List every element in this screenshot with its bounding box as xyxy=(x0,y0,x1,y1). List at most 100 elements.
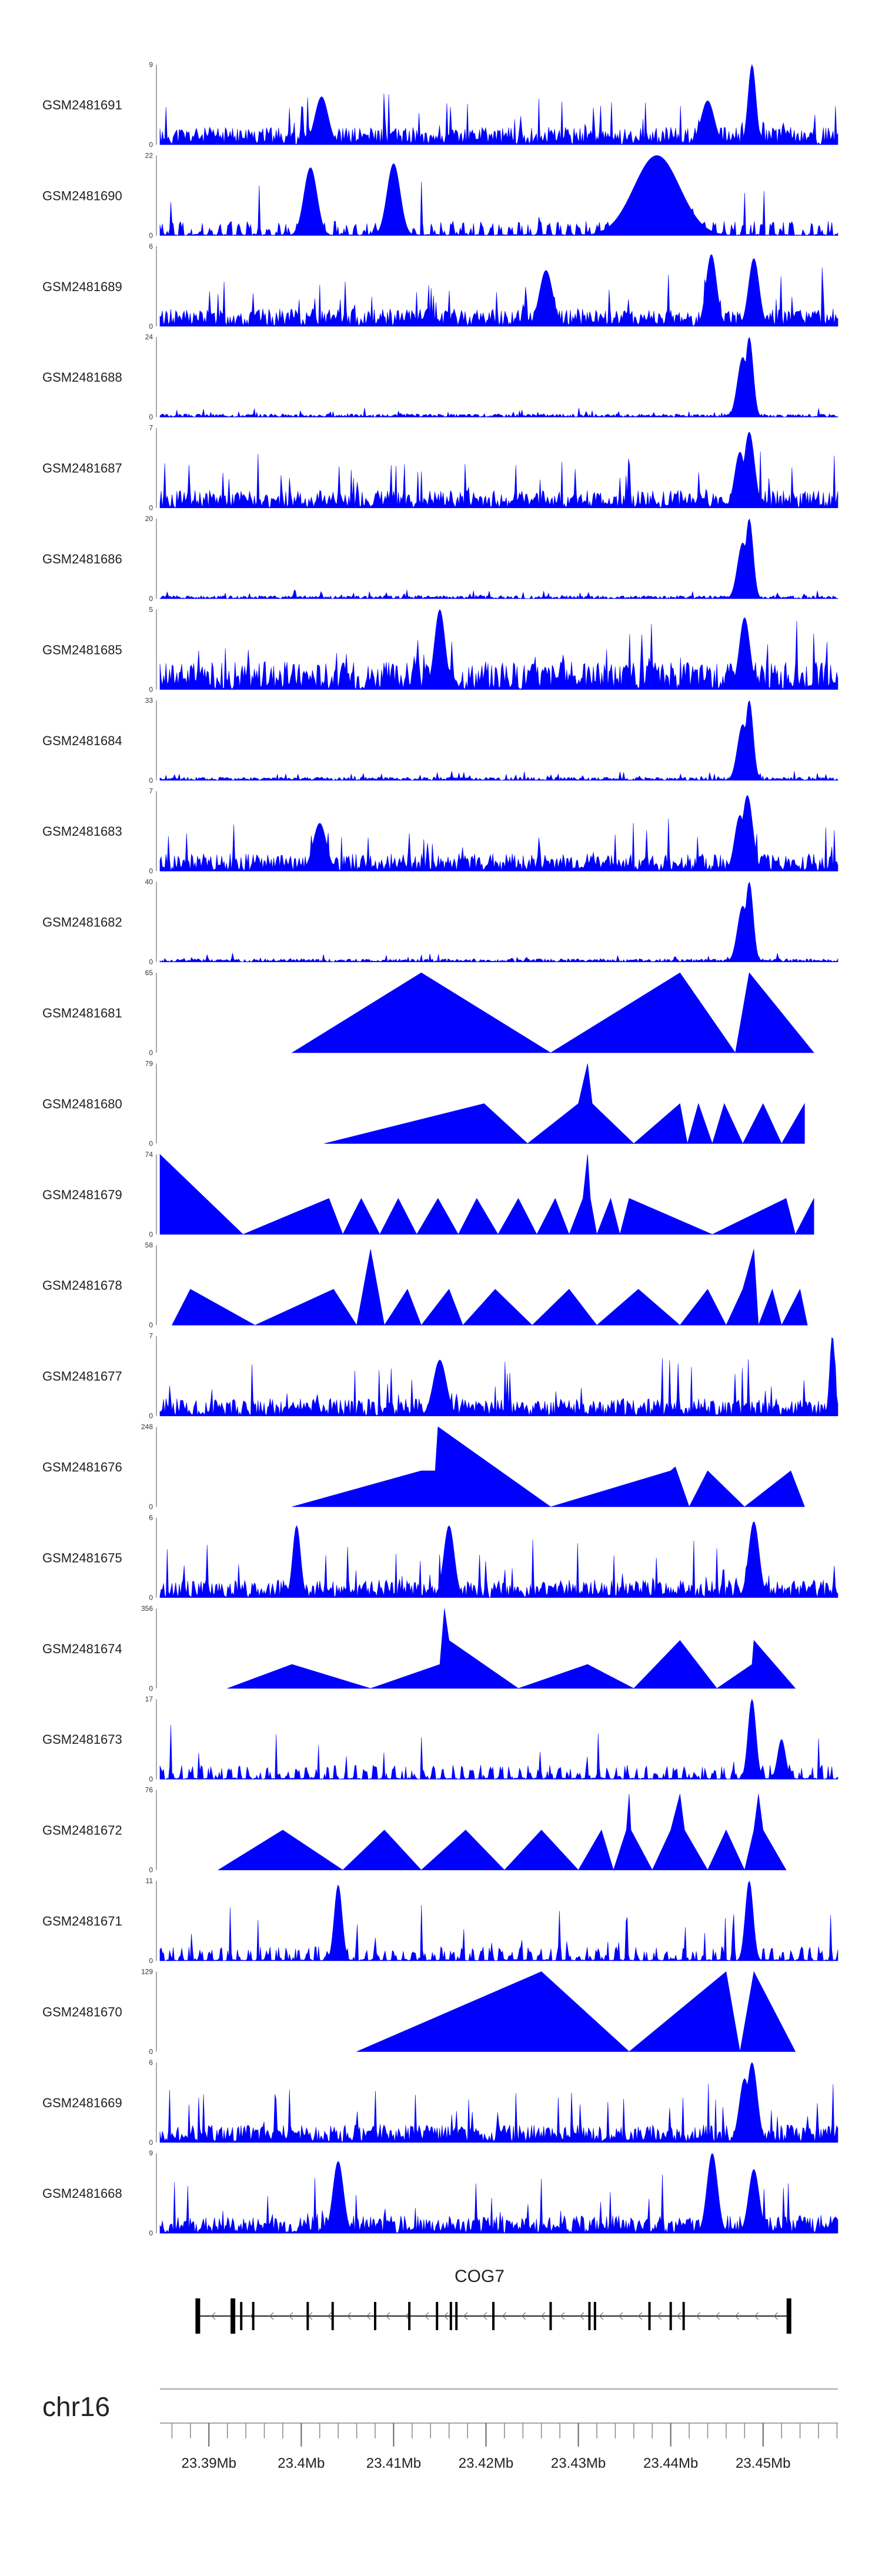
track-label: GSM2481679 xyxy=(42,1187,122,1202)
y-max-label: 11 xyxy=(146,1877,153,1885)
y-max-label: 58 xyxy=(145,1241,153,1249)
x-tick-label: 23.42Mb xyxy=(459,2455,513,2471)
gene-name: COG7 xyxy=(455,2267,505,2286)
y-max-label: 79 xyxy=(145,1059,153,1067)
track-GSM2481673: GSM2481673 17 0 xyxy=(42,1695,838,1783)
strand-arrow xyxy=(637,2312,643,2320)
track-label: GSM2481686 xyxy=(42,552,122,566)
y-min-label: 0 xyxy=(149,2229,153,2237)
y-max-label: 76 xyxy=(145,1786,153,1794)
strand-arrow xyxy=(424,2312,429,2320)
track-GSM2481675: GSM2481675 6 0 xyxy=(42,1513,838,1601)
strand-arrow xyxy=(773,2312,779,2320)
exon xyxy=(436,2302,439,2330)
track-label: GSM2481680 xyxy=(42,1096,122,1111)
y-min-label: 0 xyxy=(149,2047,153,2056)
coverage-area xyxy=(159,795,838,872)
track-GSM2481681: GSM2481681 65 0 xyxy=(42,969,814,1057)
track-label: GSM2481669 xyxy=(42,2095,122,2110)
exon xyxy=(669,2302,672,2330)
exon xyxy=(786,2298,791,2334)
coverage-area xyxy=(159,155,838,236)
x-tick-label: 23.45Mb xyxy=(736,2455,790,2471)
strand-arrow xyxy=(560,2312,565,2320)
coverage-tracks: GSM248169190GSM2481690220GSM248168960GSM… xyxy=(42,61,838,2237)
strand-arrow xyxy=(347,2312,352,2320)
y-min-label: 0 xyxy=(149,685,153,693)
track-GSM2481686: GSM2481686 20 0 xyxy=(42,515,838,603)
exon xyxy=(588,2302,591,2330)
strand-arrow xyxy=(676,2312,681,2320)
strand-arrow xyxy=(328,2312,332,2320)
coverage-area xyxy=(159,64,838,145)
y-min-label: 0 xyxy=(149,1593,153,1601)
track-label: GSM2481676 xyxy=(42,1460,122,1474)
track-GSM2481668: GSM2481668 9 0 xyxy=(42,2149,838,2237)
coverage-area xyxy=(292,1426,805,1507)
y-max-label: 22 xyxy=(145,151,153,159)
track-label: GSM2481675 xyxy=(42,1550,122,1565)
y-max-label: 356 xyxy=(141,1604,153,1613)
track-label: GSM2481684 xyxy=(42,733,122,748)
strand-arrow xyxy=(754,2312,759,2320)
coverage-area xyxy=(159,609,838,690)
exon xyxy=(549,2302,552,2330)
track-GSM2481677: GSM2481677 7 0 xyxy=(42,1332,838,1420)
x-tick-label: 23.39Mb xyxy=(182,2455,236,2471)
y-max-label: 24 xyxy=(145,333,153,341)
track-label: GSM2481672 xyxy=(42,1823,122,1838)
y-min-label: 0 xyxy=(149,1866,153,1874)
track-label: GSM2481685 xyxy=(42,642,122,657)
track-label: GSM2481674 xyxy=(42,1641,122,1656)
coverage-area xyxy=(227,1608,796,1689)
exon xyxy=(240,2302,243,2330)
track-label: GSM2481690 xyxy=(42,188,122,203)
y-max-label: 129 xyxy=(141,1967,153,1976)
strand-arrow xyxy=(289,2312,293,2320)
track-GSM2481689: GSM2481689 6 0 xyxy=(42,242,838,331)
coverage-area xyxy=(159,1880,838,1961)
exon xyxy=(306,2302,309,2330)
coverage-area xyxy=(159,2153,838,2234)
track-GSM2481682: GSM2481682 40 0 xyxy=(42,878,838,966)
x-tick-label: 23.43Mb xyxy=(551,2455,606,2471)
coverage-area xyxy=(171,1249,808,1326)
y-max-label: 20 xyxy=(145,515,153,523)
strand-arrow xyxy=(540,2312,546,2320)
exon xyxy=(682,2302,685,2330)
exon xyxy=(252,2302,255,2330)
y-min-label: 0 xyxy=(149,1775,153,1783)
y-max-label: 9 xyxy=(149,61,153,69)
coverage-area xyxy=(159,432,838,509)
y-min-label: 0 xyxy=(149,867,153,875)
track-label: GSM2481687 xyxy=(42,461,122,476)
track-GSM2481674: GSM2481674 356 0 xyxy=(42,1604,796,1693)
y-min-label: 0 xyxy=(149,958,153,966)
track-GSM2481685: GSM2481685 5 0 xyxy=(42,605,838,693)
exon xyxy=(449,2302,452,2330)
gene-track: COG7 xyxy=(195,2267,791,2334)
coverage-area xyxy=(159,254,838,327)
y-max-label: 248 xyxy=(141,1423,153,1431)
coverage-area xyxy=(324,1063,805,1144)
track-GSM2481684: GSM2481684 33 0 xyxy=(42,696,838,785)
strand-arrow xyxy=(502,2312,507,2320)
strand-arrow xyxy=(521,2312,526,2320)
coverage-area xyxy=(159,518,838,599)
strand-arrow xyxy=(618,2312,623,2320)
track-GSM2481679: GSM2481679 74 0 xyxy=(42,1150,814,1239)
track-GSM2481690: GSM2481690 22 0 xyxy=(42,151,838,239)
y-min-label: 0 xyxy=(149,1321,153,1329)
y-min-label: 0 xyxy=(149,1684,153,1693)
coverage-area xyxy=(159,1521,838,1599)
track-GSM2481688: GSM2481688 24 0 xyxy=(42,333,838,421)
y-min-label: 0 xyxy=(149,2138,153,2147)
y-min-label: 0 xyxy=(149,1230,153,1239)
strand-arrow xyxy=(599,2312,604,2320)
y-min-label: 0 xyxy=(149,776,153,785)
coverage-area xyxy=(159,1337,838,1417)
track-GSM2481691: GSM2481691 9 0 xyxy=(42,61,838,149)
exon xyxy=(374,2302,377,2330)
strand-arrow xyxy=(463,2312,468,2320)
